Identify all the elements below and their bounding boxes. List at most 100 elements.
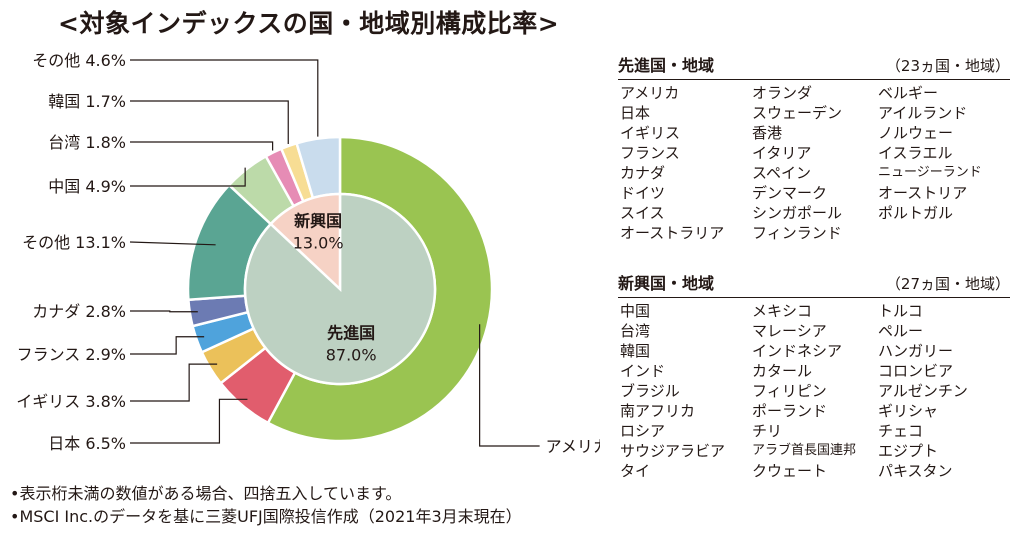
emerging-country-item: チリ xyxy=(752,422,783,440)
developed-country-item: イタリア xyxy=(752,144,812,162)
outer-slice-label: その他 13.1% xyxy=(22,233,126,252)
leader-line xyxy=(130,100,289,144)
leader-line xyxy=(479,324,540,447)
emerging-country-item: ロシア xyxy=(620,422,666,440)
outer-label-group: 中国 4.9% xyxy=(48,167,246,196)
emerging-country-item: メキシコ xyxy=(752,302,813,320)
outer-slice-label: フランス 2.9% xyxy=(17,345,126,364)
emerging-country-item: ギリシャ xyxy=(878,402,939,420)
outer-label-group: その他 4.6% xyxy=(32,51,319,137)
leader-line xyxy=(130,59,319,137)
developed-country-item: アイルランド xyxy=(878,104,968,122)
inner-slice-value: 13.0% xyxy=(293,234,344,253)
developed-column-1: アメリカ日本イギリスフランスカナダドイツスイスオーストラリア xyxy=(618,83,752,243)
developed-country-item: スイス xyxy=(620,204,665,222)
developed-country-item: ニュージーランド xyxy=(878,165,982,180)
outer-slice-label: 台湾 1.8% xyxy=(48,133,126,152)
developed-country-item: ドイツ xyxy=(620,184,666,202)
developed-country-item: オーストリア xyxy=(878,184,968,202)
emerging-country-item: ハンガリー xyxy=(878,342,954,360)
developed-country-item: フィンランド xyxy=(752,224,842,242)
emerging-country-item: チェコ xyxy=(878,422,924,440)
emerging-country-item: トルコ xyxy=(878,302,923,320)
emerging-panel: 新興国・地域 （27ヵ国・地域） 中国台湾韓国インドブラジル南アフリカロシアサウ… xyxy=(618,270,1010,481)
outer-label-group: カナダ 2.8% xyxy=(32,302,198,321)
developed-country-item: ノルウェー xyxy=(878,124,954,142)
outer-label-group: その他 13.1% xyxy=(22,233,216,252)
developed-country-item: シンガポール xyxy=(752,204,843,222)
inner-slice-name: 新興国 xyxy=(294,212,342,231)
developed-country-item: カナダ xyxy=(620,164,666,182)
leader-line xyxy=(130,167,246,187)
emerging-column-1: 中国台湾韓国インドブラジル南アフリカロシアサウジアラビア タイ xyxy=(618,301,752,481)
emerging-country-item: アラブ首長国連邦 xyxy=(752,443,857,458)
outer-slice-label: その他 4.6% xyxy=(32,51,126,70)
leader-line xyxy=(130,310,198,313)
developed-country-item: フランス xyxy=(620,144,680,162)
leader-line xyxy=(130,398,248,444)
chart-title: <対象インデックスの国・地域別構成比率> xyxy=(58,9,560,38)
inner-slice-name: 先進国 xyxy=(327,324,375,343)
footnote-rounding: •表示桁未満の数値がある場合、四捨五入しています。 xyxy=(10,484,402,503)
emerging-country-item: エジプト xyxy=(878,442,939,460)
developed-column-2: オランダ スウェーデン 香港 イタリア スペイン デンマーク シンガポール フィンランド xyxy=(752,83,878,243)
developed-country-item: ポルトガル xyxy=(878,204,954,222)
emerging-country-item: コロンビア xyxy=(878,362,954,380)
footnote-source: •MSCI Inc.のデータを基に三菱UFJ国際投信作成（2021年3月末現在） xyxy=(10,507,522,526)
developed-title: 先進国・地域 xyxy=(618,56,715,75)
developed-country-item: イギリス xyxy=(620,124,681,142)
inner-slice xyxy=(268,192,342,292)
outer-label-group: 台湾 1.8% xyxy=(48,133,274,152)
outer-slice-label: 中国 4.9% xyxy=(48,177,126,196)
developed-country-item: デンマーク xyxy=(752,184,828,202)
developed-count: （23ヵ国・地域） xyxy=(885,57,1010,75)
emerging-country-item: アルゼンチン xyxy=(878,382,968,400)
emerging-column-2: メキシコマレーシアインドネシア カタールフィリピンポーランドチリアラブ首長国連邦ク… xyxy=(752,301,878,481)
emerging-country-item: タイ xyxy=(620,462,651,480)
emerging-country-item: フィリピン xyxy=(752,382,827,400)
emerging-country-item: 南アフリカ xyxy=(620,402,696,420)
emerging-country-item: クウェート xyxy=(752,462,828,480)
outer-label-group: イギリス 3.8% xyxy=(16,363,218,411)
emerging-country-item: ペルー xyxy=(878,322,924,340)
developed-country-item: オーストラリア xyxy=(620,224,725,242)
developed-country-item: 香港 xyxy=(752,124,783,142)
emerging-country-item: ポーランド xyxy=(752,402,828,420)
emerging-country-item: 台湾 xyxy=(620,322,651,340)
developed-country-item: オランダ xyxy=(752,84,813,102)
outer-slice-label: 日本 6.5% xyxy=(48,434,126,453)
emerging-country-item: パキスタン xyxy=(878,462,953,480)
outer-slice-label: アメリカ 57.8% xyxy=(546,437,600,456)
outer-label-group: 日本 6.5% xyxy=(48,398,248,453)
developed-country-item: 日本 xyxy=(620,104,651,122)
developed-country-item: スペイン xyxy=(752,164,811,182)
developed-country-item: イスラエル xyxy=(878,144,953,162)
donut-chart: 先進国 87.0% 新興国 13.0% アメリカ 57.8% 日本 6.5% イギリス 3.… xyxy=(16,51,600,456)
developed-country-item: アメリカ xyxy=(620,84,680,102)
emerging-country-item: カタール xyxy=(752,362,813,380)
developed-country-item: ベルギー xyxy=(878,84,939,102)
outer-label-group: 韓国 1.7% xyxy=(48,92,289,144)
emerging-country-item: 韓国 xyxy=(620,342,651,360)
emerging-column-3: トルコペルーハンガリーコロンビアアルゼンチン ギリシャチェコエジプトパキスタン xyxy=(878,301,1008,481)
emerging-count: （27ヵ国・地域） xyxy=(885,275,1010,293)
emerging-country-item: インドネシア xyxy=(752,342,843,360)
emerging-country-item: ブラジル xyxy=(620,382,680,400)
outer-slice-label: イギリス 3.8% xyxy=(16,392,126,411)
emerging-title: 新興国・地域 xyxy=(618,274,715,293)
developed-column-3: ベルギーアイルランド ノルウェーイスラエルニュージーランド オーストリア ポルトガル xyxy=(878,83,1008,243)
developed-panel: 先進国・地域 （23ヵ国・地域） アメリカ日本イギリスフランスカナダドイツスイス… xyxy=(618,52,1010,243)
outer-slice-label: カナダ 2.8% xyxy=(32,302,126,321)
leader-line xyxy=(129,241,216,246)
inner-slice-value: 87.0% xyxy=(326,346,377,365)
leader-line xyxy=(130,363,218,402)
leader-line xyxy=(130,141,274,151)
emerging-country-item: インド xyxy=(620,362,666,380)
emerging-country-item: 中国 xyxy=(620,302,651,320)
footnotes: •表示桁未満の数値がある場合、四捨五入しています。 •MSCI Inc.のデータ… xyxy=(10,482,522,528)
leader-line xyxy=(130,336,205,355)
outer-label-group: アメリカ 57.8% xyxy=(479,324,600,456)
outer-label-group: フランス 2.9% xyxy=(17,336,205,364)
emerging-country-item: マレーシア xyxy=(752,322,827,340)
emerging-country-item: サウジアラビア xyxy=(620,442,726,460)
